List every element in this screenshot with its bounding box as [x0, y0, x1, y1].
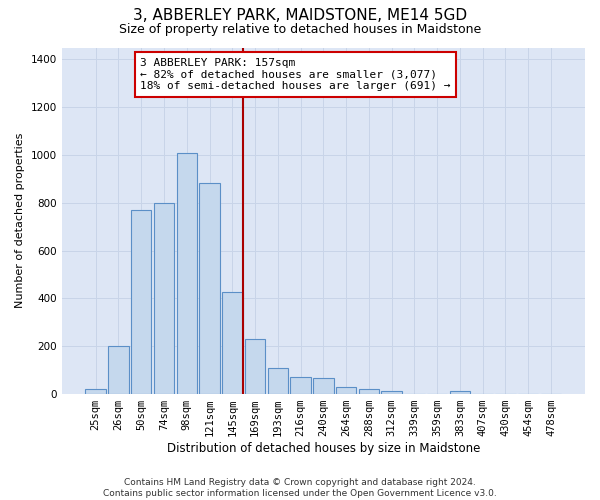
- Text: 3, ABBERLEY PARK, MAIDSTONE, ME14 5GD: 3, ABBERLEY PARK, MAIDSTONE, ME14 5GD: [133, 8, 467, 22]
- Bar: [313, 378, 334, 394]
- Bar: [199, 182, 220, 394]
- Text: Size of property relative to detached houses in Maidstone: Size of property relative to detached ho…: [119, 22, 481, 36]
- Bar: [268, 368, 288, 394]
- Bar: [290, 378, 311, 394]
- Bar: [449, 391, 470, 394]
- Bar: [245, 339, 265, 394]
- Bar: [176, 152, 197, 394]
- Bar: [108, 346, 129, 394]
- Bar: [131, 210, 151, 394]
- Text: Contains HM Land Registry data © Crown copyright and database right 2024.
Contai: Contains HM Land Registry data © Crown c…: [103, 478, 497, 498]
- Bar: [382, 391, 402, 394]
- Text: 3 ABBERLEY PARK: 157sqm
← 82% of detached houses are smaller (3,077)
18% of semi: 3 ABBERLEY PARK: 157sqm ← 82% of detache…: [140, 58, 451, 91]
- Bar: [85, 390, 106, 394]
- Bar: [336, 388, 356, 394]
- Y-axis label: Number of detached properties: Number of detached properties: [15, 133, 25, 308]
- X-axis label: Distribution of detached houses by size in Maidstone: Distribution of detached houses by size …: [167, 442, 480, 455]
- Bar: [359, 390, 379, 394]
- Bar: [154, 203, 174, 394]
- Bar: [222, 292, 242, 394]
